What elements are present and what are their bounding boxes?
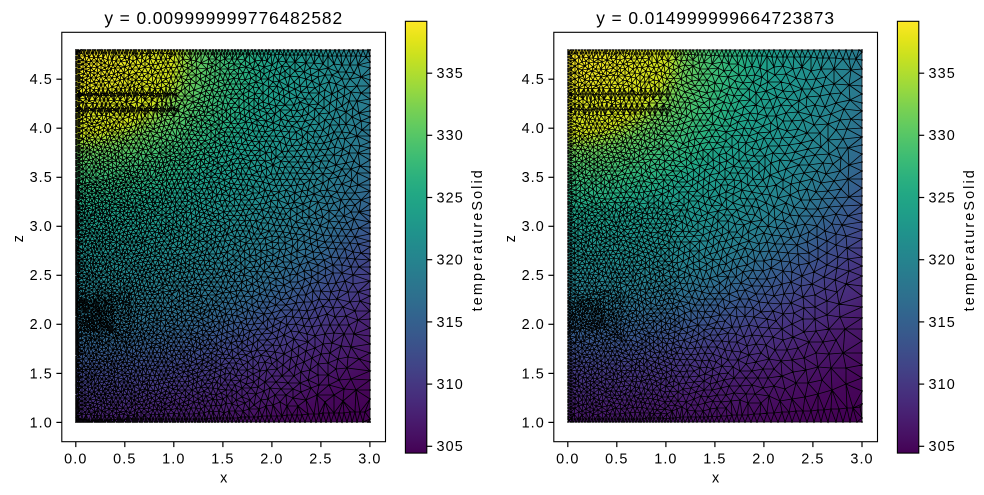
svg-text:0.0: 0.0 xyxy=(556,452,579,468)
svg-text:320: 320 xyxy=(437,253,464,269)
svg-text:x: x xyxy=(712,470,720,486)
svg-text:335: 335 xyxy=(437,66,464,82)
svg-text:3.5: 3.5 xyxy=(30,170,53,186)
svg-text:1.5: 1.5 xyxy=(522,366,545,382)
svg-text:315: 315 xyxy=(929,315,956,331)
svg-text:1.5: 1.5 xyxy=(30,366,53,382)
svg-text:2.0: 2.0 xyxy=(522,317,545,333)
svg-text:0.0: 0.0 xyxy=(64,452,87,468)
svg-text:2.5: 2.5 xyxy=(522,268,545,284)
svg-text:y = 0.014999999664723873: y = 0.014999999664723873 xyxy=(596,8,835,28)
svg-text:335: 335 xyxy=(929,66,956,82)
svg-text:3.5: 3.5 xyxy=(522,170,545,186)
svg-text:305: 305 xyxy=(929,439,956,455)
svg-text:2.0: 2.0 xyxy=(30,317,53,333)
svg-text:2.5: 2.5 xyxy=(801,452,824,468)
svg-text:1.5: 1.5 xyxy=(703,452,726,468)
svg-text:310: 310 xyxy=(929,377,956,393)
svg-text:4.5: 4.5 xyxy=(30,72,53,88)
svg-text:2.0: 2.0 xyxy=(260,452,283,468)
svg-text:3.0: 3.0 xyxy=(358,452,381,468)
svg-text:1.5: 1.5 xyxy=(211,452,234,468)
svg-text:4.0: 4.0 xyxy=(522,121,545,137)
svg-text:3.0: 3.0 xyxy=(850,452,873,468)
svg-text:330: 330 xyxy=(929,128,956,144)
svg-text:1.0: 1.0 xyxy=(162,452,185,468)
svg-text:4.0: 4.0 xyxy=(30,121,53,137)
svg-text:2.0: 2.0 xyxy=(752,452,775,468)
svg-text:330: 330 xyxy=(437,128,464,144)
svg-text:3.0: 3.0 xyxy=(30,219,53,235)
svg-text:2.5: 2.5 xyxy=(309,452,332,468)
svg-text:315: 315 xyxy=(437,315,464,331)
svg-text:1.0: 1.0 xyxy=(30,415,53,431)
svg-text:2.5: 2.5 xyxy=(30,268,53,284)
svg-text:temperatureSolid: temperatureSolid xyxy=(470,168,486,311)
svg-text:z: z xyxy=(503,235,519,242)
svg-text:1.0: 1.0 xyxy=(522,415,545,431)
svg-text:305: 305 xyxy=(437,439,464,455)
svg-text:0.5: 0.5 xyxy=(605,452,628,468)
svg-text:z: z xyxy=(11,235,27,242)
svg-text:1.0: 1.0 xyxy=(654,452,677,468)
svg-text:325: 325 xyxy=(929,190,956,206)
svg-text:temperatureSolid: temperatureSolid xyxy=(962,168,978,311)
svg-text:310: 310 xyxy=(437,377,464,393)
svg-text:4.5: 4.5 xyxy=(522,72,545,88)
svg-text:x: x xyxy=(220,470,228,486)
svg-text:y = 0.009999999776482582: y = 0.009999999776482582 xyxy=(104,8,343,28)
svg-text:325: 325 xyxy=(437,190,464,206)
svg-text:3.0: 3.0 xyxy=(522,219,545,235)
svg-text:320: 320 xyxy=(929,253,956,269)
svg-text:0.5: 0.5 xyxy=(113,452,136,468)
